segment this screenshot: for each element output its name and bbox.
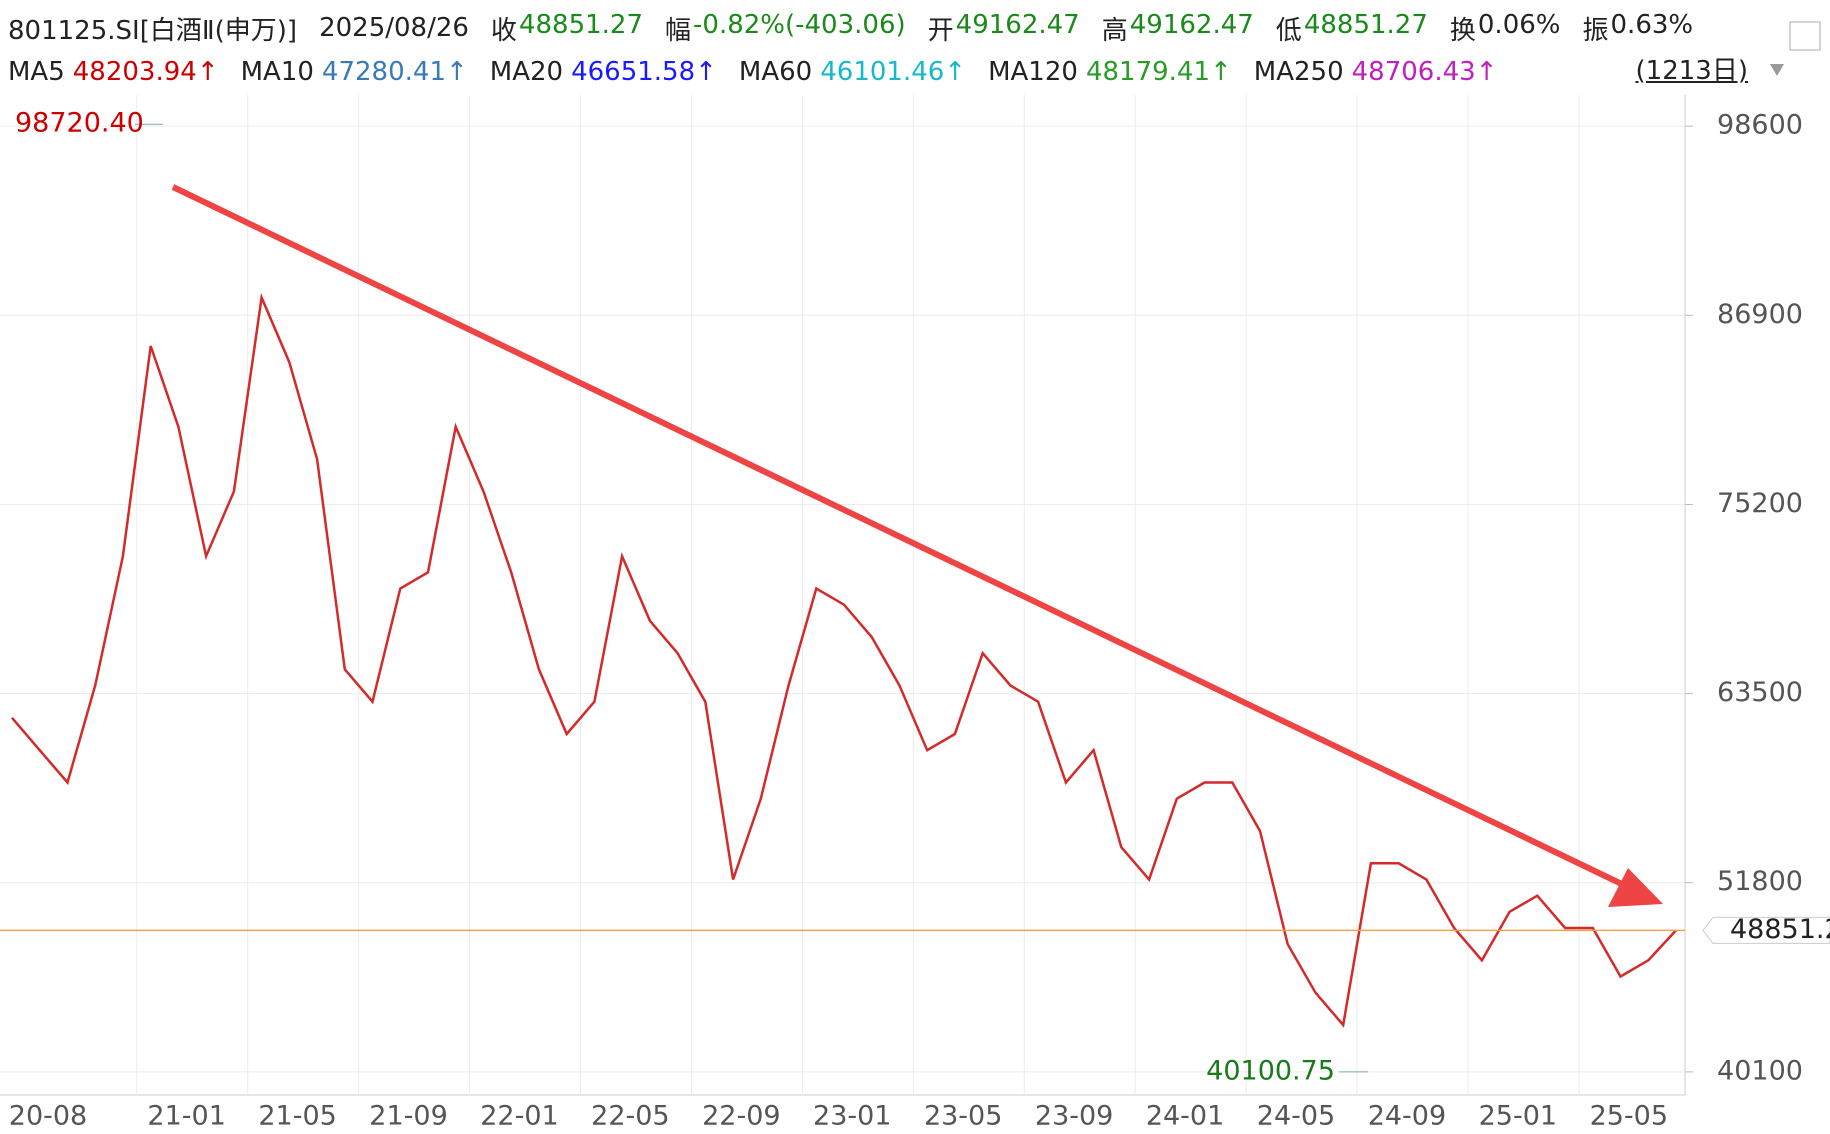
period[interactable]: (1213日) bbox=[1635, 56, 1748, 86]
ma-legend: MA120 48179.41↑ bbox=[988, 57, 1232, 87]
y-tick-label: 40100 bbox=[1717, 1055, 1803, 1086]
x-tick-label: 24-09 bbox=[1368, 1101, 1446, 1132]
last-price-label: 48851.2 bbox=[1730, 914, 1830, 945]
ma-legend: MA60 46101.46↑ bbox=[739, 57, 966, 87]
ma-name: MA20 bbox=[489, 57, 564, 87]
x-tick-label: 21-09 bbox=[369, 1101, 447, 1132]
x-tick-label: 22-09 bbox=[702, 1101, 780, 1132]
x-tick-label: 25-01 bbox=[1479, 1101, 1557, 1132]
ma-name: MA5 bbox=[8, 57, 65, 87]
price-line bbox=[11, 292, 1677, 1028]
x-tick-label: 22-05 bbox=[591, 1101, 669, 1132]
quote: 幅 -0.82%(-403.06) bbox=[665, 10, 906, 47]
date: 2025/08/26 bbox=[319, 13, 469, 43]
x-tick-label: 24-01 bbox=[1146, 1101, 1224, 1132]
last-price-tag bbox=[1702, 916, 1830, 944]
x-tick-label: 25-05 bbox=[1590, 1101, 1668, 1132]
ma-value: 48706.43↑ bbox=[1351, 57, 1498, 87]
quote-value: 49162.47 bbox=[1129, 9, 1254, 40]
x-tick-label: 23-01 bbox=[813, 1101, 891, 1132]
ma-legend: MA250 48706.43↑ bbox=[1254, 57, 1498, 87]
ma-legend: MA5 48203.94↑ bbox=[8, 57, 219, 87]
x-tick-label: 23-09 bbox=[1035, 1101, 1113, 1132]
x-tick-label: 20-08 bbox=[9, 1101, 87, 1132]
ma-name: MA10 bbox=[240, 57, 314, 87]
quote-label: 开 bbox=[927, 15, 954, 46]
arrow-head bbox=[1608, 868, 1663, 907]
quote-value: 48851.27 bbox=[1303, 9, 1428, 40]
x-tick-label: 24-05 bbox=[1257, 1101, 1335, 1132]
quote-label: 低 bbox=[1275, 15, 1302, 46]
ma-name: MA60 bbox=[738, 57, 813, 87]
quote: 低 48851.27 bbox=[1276, 10, 1428, 47]
ma-value: 46651.58↑ bbox=[571, 57, 717, 87]
y-tick-label: 63500 bbox=[1717, 677, 1803, 708]
ma-value: 48179.41↑ bbox=[1085, 57, 1232, 87]
y-tick-label: 86900 bbox=[1717, 299, 1803, 330]
quote-label: 振 bbox=[1582, 15, 1609, 46]
quote: 开 49162.47 bbox=[928, 10, 1080, 47]
quote-value: 0.63% bbox=[1610, 9, 1694, 40]
annotation: 40100.75 bbox=[1206, 1055, 1335, 1086]
dropdown[interactable] bbox=[1770, 64, 1784, 76]
y-tick-label: 75200 bbox=[1717, 488, 1803, 519]
trend-arrow bbox=[171, 184, 1632, 891]
ma-name: MA250 bbox=[1253, 57, 1344, 87]
y-tick-label: 98600 bbox=[1717, 110, 1803, 141]
quote-row: 801125.SI[白酒Ⅱ(申万)] 2025/08/26 收 48851.27 幅… bbox=[8, 6, 1748, 50]
icon[interactable] bbox=[1789, 21, 1821, 51]
quote-value: 0.06% bbox=[1477, 9, 1561, 40]
x-tick-label: 21-01 bbox=[147, 1101, 225, 1132]
quote: 高 49162.47 bbox=[1102, 10, 1254, 47]
ma-legend: MA10 47280.41↑ bbox=[241, 57, 468, 87]
y-tick-label: 51800 bbox=[1717, 866, 1803, 897]
quote: 振 0.63% bbox=[1583, 10, 1694, 47]
ma-value: 47280.41↑ bbox=[321, 57, 468, 87]
quote-label: 幅 bbox=[665, 15, 692, 46]
ma-name: MA120 bbox=[988, 57, 1078, 87]
x-tick-label: 23-05 bbox=[924, 1101, 1002, 1132]
quote-value: 48851.27 bbox=[518, 9, 643, 40]
quote-label: 高 bbox=[1101, 15, 1128, 46]
ma-value: 46101.46↑ bbox=[820, 57, 967, 87]
quote: 收 48851.27 bbox=[491, 10, 643, 47]
ma-row: MA5 48203.94↑ MA10 47280.41↑ MA20 46651.58↑ MA… bbox=[8, 50, 1748, 94]
code: 801125.SI[白酒Ⅱ(申万)] bbox=[8, 15, 298, 46]
quote-value: 49162.47 bbox=[955, 9, 1080, 40]
ma-value: 48203.94↑ bbox=[72, 57, 219, 87]
quote-label: 收 bbox=[490, 15, 517, 46]
quote-label: 换 bbox=[1449, 15, 1476, 46]
header: 801125.SI[白酒Ⅱ(申万)] 2025/08/26 收 48851.27 幅… bbox=[8, 6, 1748, 94]
quote-value: -0.82%(-403.06) bbox=[693, 9, 906, 40]
annotation: 98720.40 bbox=[15, 108, 144, 139]
x-tick-label: 22-01 bbox=[480, 1101, 558, 1132]
ma-legend: MA20 46651.58↑ bbox=[490, 57, 717, 87]
x-tick-label: 21-05 bbox=[258, 1101, 336, 1132]
quote: 换 0.06% bbox=[1450, 10, 1561, 47]
